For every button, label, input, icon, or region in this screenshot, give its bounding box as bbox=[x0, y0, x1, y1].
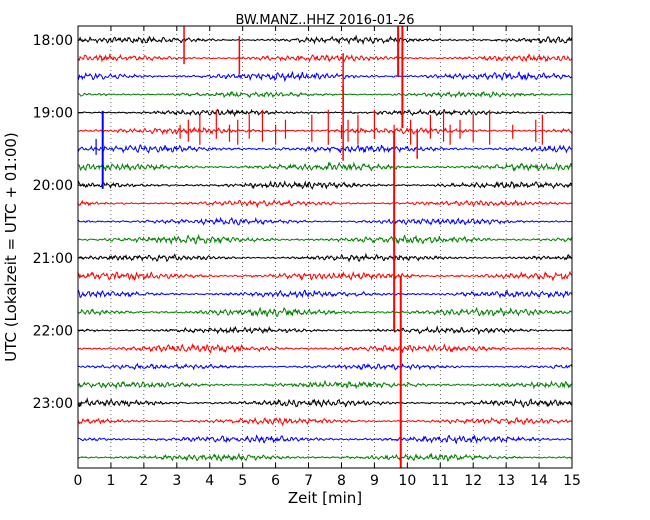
grid-lines bbox=[78, 26, 572, 468]
trace-line bbox=[77, 416, 573, 427]
y-tick-label: 21:00 bbox=[33, 251, 73, 267]
x-tick-label: 6 bbox=[271, 473, 280, 489]
y-axis-label: UTC (Lokalzeit = UTC + 01:00) bbox=[2, 132, 20, 362]
trace-line bbox=[77, 34, 573, 46]
trace-line bbox=[77, 233, 573, 246]
trace-line bbox=[77, 53, 573, 63]
x-tick-label: 12 bbox=[464, 473, 482, 489]
y-tick-label: 20:00 bbox=[33, 178, 73, 194]
plot-frame bbox=[77, 25, 573, 469]
x-tick-label: 5 bbox=[238, 473, 247, 489]
x-tick-label: 13 bbox=[497, 473, 515, 489]
trace-line bbox=[77, 144, 573, 154]
x-tick-label: 3 bbox=[172, 473, 181, 489]
trace-line bbox=[77, 362, 573, 371]
trace-line bbox=[77, 179, 573, 190]
x-tick-label: 9 bbox=[370, 473, 379, 489]
x-tick-label: 11 bbox=[431, 473, 449, 489]
trace-line bbox=[77, 288, 573, 299]
trace-line bbox=[77, 198, 573, 209]
trace-line bbox=[77, 434, 573, 445]
trace-line bbox=[77, 452, 573, 463]
trace-line bbox=[77, 270, 573, 281]
x-axis: 0 1 2 3 4 5 6 7 8 9 10 11 12 13 14 15 bbox=[74, 26, 581, 489]
trace-line bbox=[77, 126, 573, 136]
trace-line bbox=[77, 252, 573, 263]
x-tick-label: 7 bbox=[304, 473, 313, 489]
x-tick-label: 1 bbox=[106, 473, 115, 489]
x-axis-label: Zeit [min] bbox=[288, 489, 362, 507]
trace-line bbox=[77, 397, 573, 409]
trace-line bbox=[77, 342, 573, 354]
trace-line bbox=[77, 216, 573, 226]
trace-line bbox=[77, 325, 573, 336]
x-tick-label: 8 bbox=[337, 473, 346, 489]
y-tick-label: 19:00 bbox=[33, 106, 73, 122]
y-tick-label: 23:00 bbox=[33, 396, 73, 412]
x-tick-label: 10 bbox=[398, 473, 416, 489]
x-tick-label: 0 bbox=[74, 473, 83, 489]
trace-line bbox=[77, 108, 573, 118]
x-tick-label: 4 bbox=[205, 473, 214, 489]
x-tick-label: 2 bbox=[139, 473, 148, 489]
y-tick-label: 22:00 bbox=[33, 323, 73, 339]
trace-group bbox=[77, 26, 573, 468]
x-tick-label: 14 bbox=[530, 473, 548, 489]
y-tick-label: 18:00 bbox=[33, 33, 73, 49]
trace-line bbox=[77, 70, 573, 83]
trace-line bbox=[77, 161, 573, 172]
y-axis: 18:00 19:00 20:00 21:00 22:00 23:00 bbox=[33, 33, 572, 412]
x-tick-label: 15 bbox=[563, 473, 581, 489]
trace-line bbox=[77, 90, 573, 99]
trace-line bbox=[77, 306, 573, 318]
chart-title: BW.MANZ..HHZ 2016-01-26 bbox=[235, 13, 414, 28]
trace-line bbox=[77, 379, 573, 390]
